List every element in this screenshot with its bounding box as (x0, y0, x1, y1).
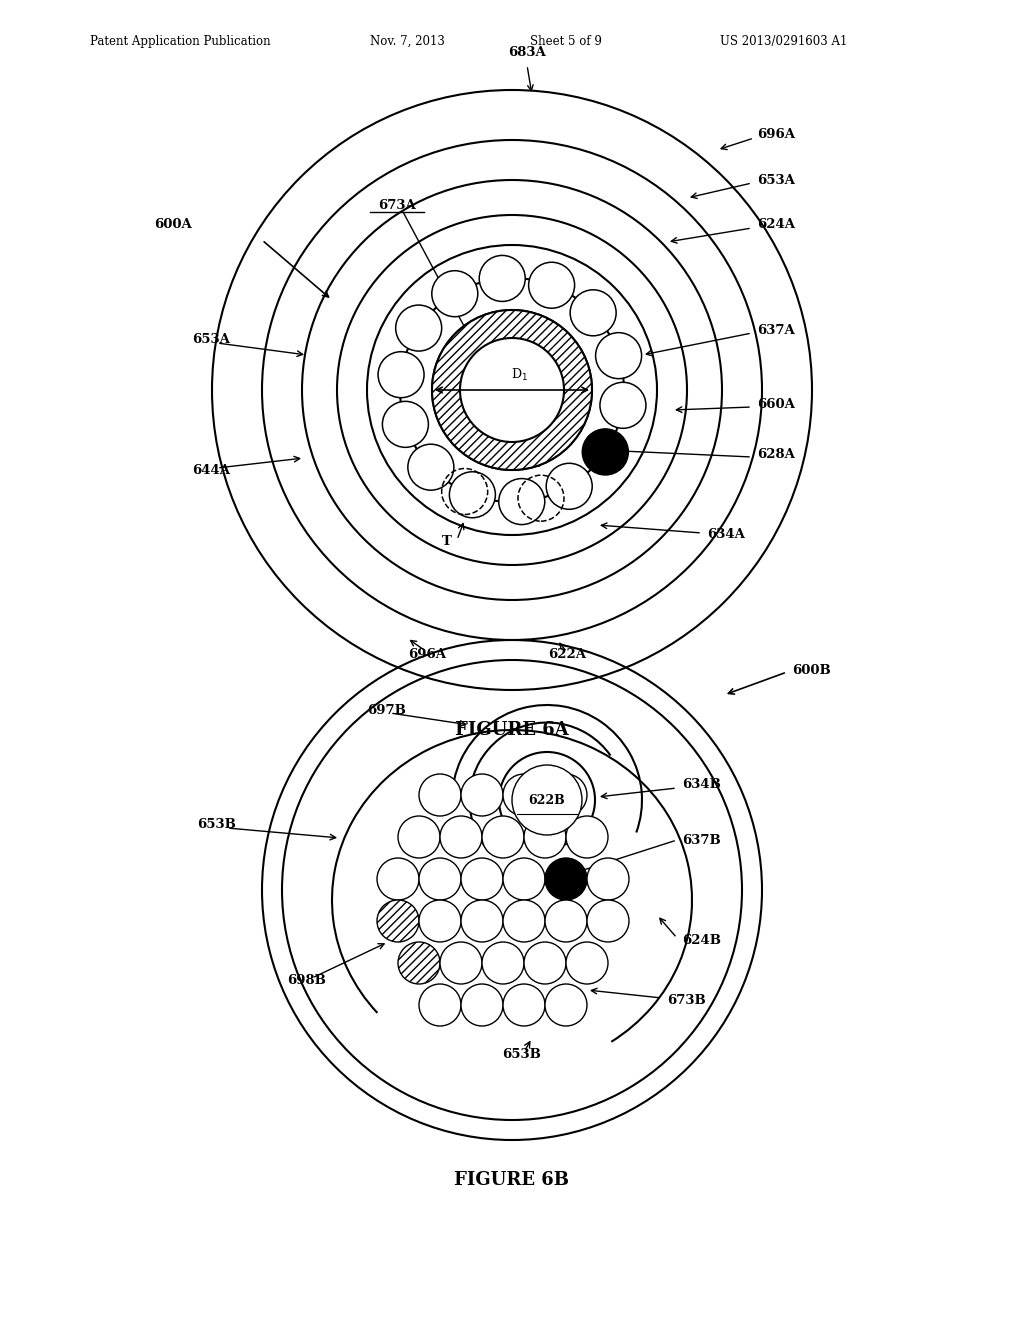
Circle shape (482, 816, 524, 858)
Circle shape (408, 445, 454, 490)
Text: 634A: 634A (707, 528, 744, 541)
Circle shape (512, 766, 582, 836)
Circle shape (461, 774, 503, 816)
Text: 634B: 634B (682, 779, 721, 792)
Circle shape (503, 774, 545, 816)
Circle shape (377, 858, 419, 900)
Circle shape (398, 816, 440, 858)
Text: 653A: 653A (757, 173, 795, 186)
Circle shape (432, 310, 592, 470)
Text: 600A: 600A (155, 219, 193, 231)
Text: 673A: 673A (378, 199, 416, 213)
Text: D$_1$: D$_1$ (511, 367, 527, 383)
Circle shape (566, 942, 608, 983)
Circle shape (566, 816, 608, 858)
Circle shape (600, 383, 646, 428)
Text: 637B: 637B (682, 833, 721, 846)
Text: FIGURE 6B: FIGURE 6B (455, 1171, 569, 1189)
Circle shape (528, 263, 574, 309)
Circle shape (460, 338, 564, 442)
Text: Sheet 5 of 9: Sheet 5 of 9 (530, 36, 602, 48)
Circle shape (499, 752, 595, 847)
Circle shape (479, 256, 525, 301)
Text: 628A: 628A (757, 449, 795, 462)
Circle shape (419, 858, 461, 900)
Circle shape (377, 900, 419, 942)
Text: 653B: 653B (197, 818, 236, 832)
Text: 660A: 660A (757, 399, 795, 412)
Circle shape (587, 858, 629, 900)
Text: 696A: 696A (408, 648, 446, 661)
Text: 624A: 624A (757, 219, 795, 231)
Text: 673B: 673B (667, 994, 706, 1006)
Circle shape (524, 816, 566, 858)
Circle shape (395, 305, 441, 351)
Circle shape (419, 900, 461, 942)
Text: 637A: 637A (757, 323, 795, 337)
Text: T: T (442, 536, 452, 549)
Circle shape (545, 983, 587, 1026)
Circle shape (419, 983, 461, 1026)
Circle shape (419, 774, 461, 816)
Circle shape (503, 983, 545, 1026)
Text: 698B: 698B (287, 974, 326, 986)
Circle shape (450, 471, 496, 517)
Text: 697B: 697B (367, 704, 406, 717)
Circle shape (546, 463, 592, 510)
Circle shape (432, 271, 478, 317)
Text: FIGURE 6A: FIGURE 6A (455, 721, 569, 739)
Circle shape (440, 816, 482, 858)
Text: 624B: 624B (682, 933, 721, 946)
Circle shape (587, 900, 629, 942)
Circle shape (545, 900, 587, 942)
Text: 644A: 644A (193, 463, 230, 477)
Text: 696A: 696A (757, 128, 795, 141)
Circle shape (461, 858, 503, 900)
Circle shape (545, 774, 587, 816)
Text: 600B: 600B (792, 664, 830, 676)
Text: US 2013/0291603 A1: US 2013/0291603 A1 (720, 36, 848, 48)
Text: Patent Application Publication: Patent Application Publication (90, 36, 270, 48)
Circle shape (596, 333, 642, 379)
Circle shape (440, 942, 482, 983)
Text: 622B: 622B (528, 793, 565, 807)
Circle shape (570, 290, 616, 335)
Text: 653A: 653A (193, 334, 229, 346)
Circle shape (378, 351, 424, 397)
Text: Nov. 7, 2013: Nov. 7, 2013 (370, 36, 444, 48)
Circle shape (499, 479, 545, 524)
Circle shape (583, 429, 629, 475)
Circle shape (461, 983, 503, 1026)
Circle shape (461, 900, 503, 942)
Circle shape (503, 858, 545, 900)
Circle shape (398, 942, 440, 983)
Text: 653B: 653B (503, 1048, 542, 1061)
Circle shape (524, 942, 566, 983)
Text: 622A: 622A (548, 648, 586, 661)
Circle shape (382, 401, 428, 447)
Text: 683A: 683A (508, 45, 546, 58)
Circle shape (503, 900, 545, 942)
Circle shape (545, 858, 587, 900)
Circle shape (482, 942, 524, 983)
